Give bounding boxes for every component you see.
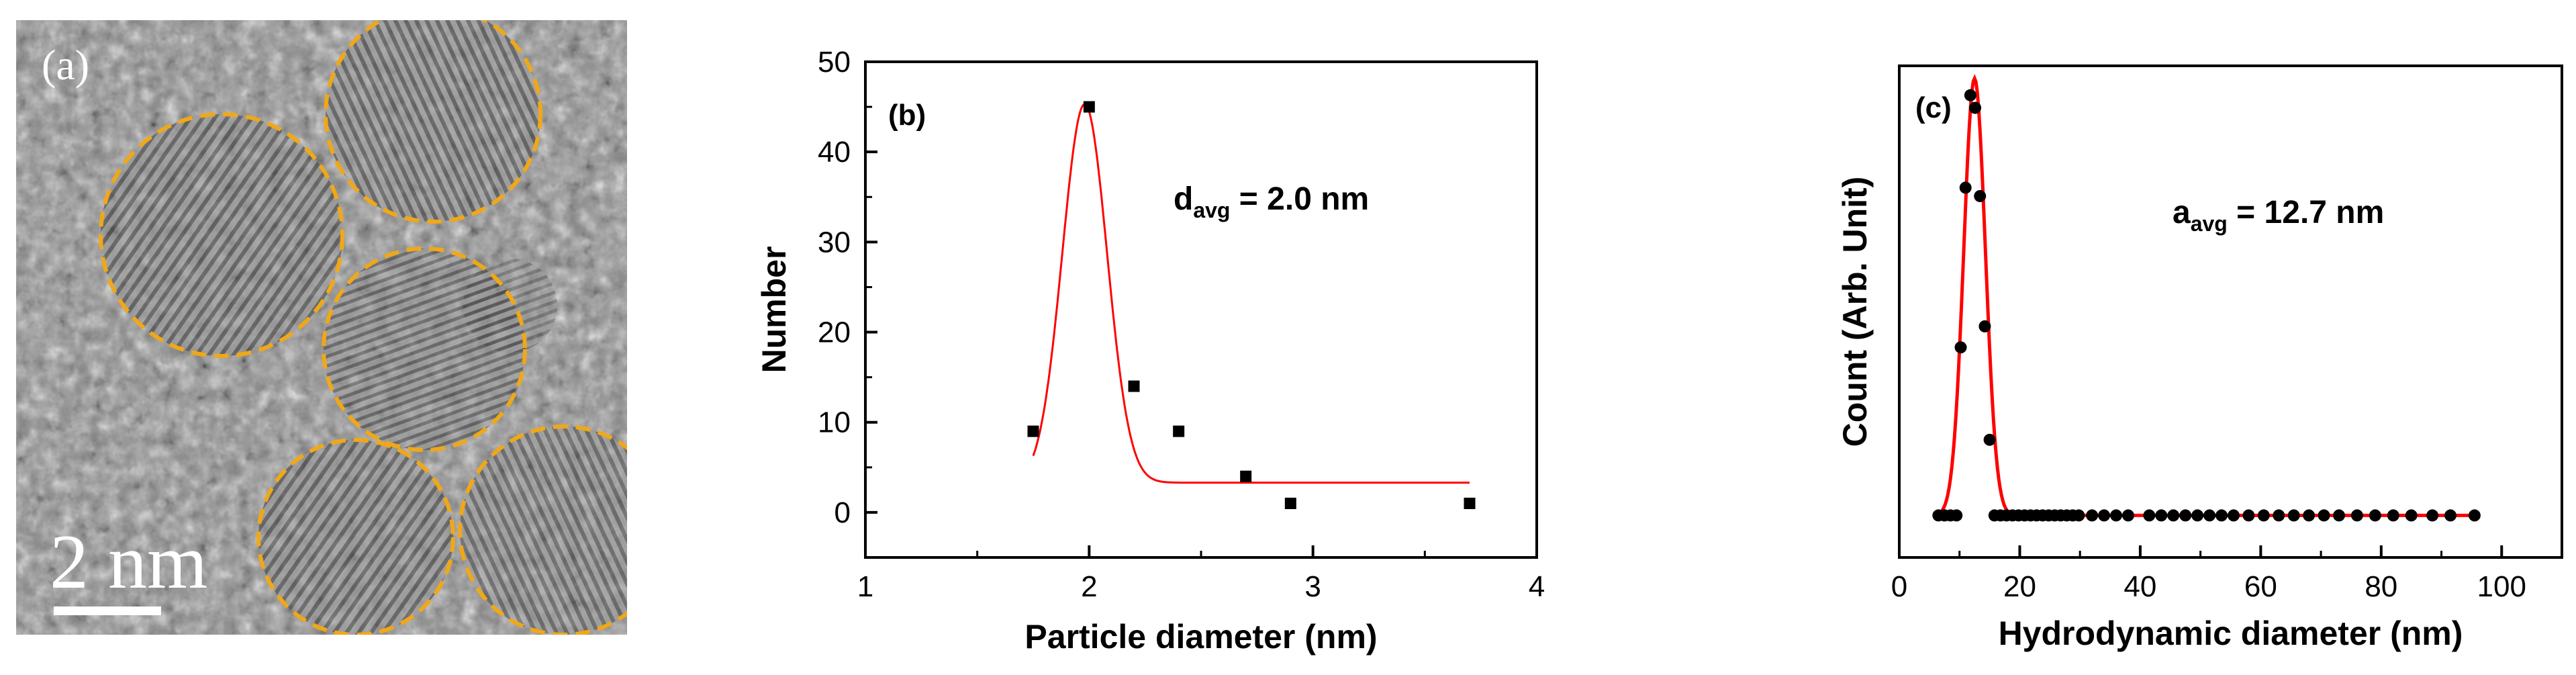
data-point: [2215, 509, 2228, 522]
data-point: [2318, 509, 2330, 522]
y-tick-label: 0: [834, 496, 851, 529]
particle-outline: [99, 112, 344, 358]
data-point: [2227, 509, 2240, 522]
tick-marks-b: [864, 60, 1538, 557]
data-point: [1954, 341, 1967, 354]
d-avg-annotation: davg = 2.0 nm: [1174, 181, 1369, 222]
data-point: [2405, 509, 2418, 522]
annotation-symbol: d: [1174, 181, 1193, 217]
data-point: [2203, 509, 2216, 522]
data-points-c: [1932, 89, 2481, 522]
y-tick-label: 40: [818, 136, 851, 169]
data-point: [1240, 470, 1252, 482]
x-axis-title-c: Hydrodynamic diameter (nm): [1999, 615, 2463, 652]
scale-bar-label: 2 nm: [50, 519, 207, 605]
scale-bar: [54, 606, 161, 615]
data-point: [2086, 509, 2099, 522]
data-point: [2121, 509, 2134, 522]
panel-c-label: (c): [1915, 91, 1952, 124]
particle-outline: [324, 20, 542, 224]
x-tick-label: 4: [1529, 570, 1545, 603]
data-point: [1978, 320, 1991, 332]
x-tick-label: 100: [2477, 570, 2526, 603]
data-point: [2143, 509, 2156, 522]
data-point: [2257, 509, 2270, 522]
data-point: [1027, 425, 1039, 437]
panel-a-label: (a): [42, 41, 89, 89]
annotation-subscript: avg: [2191, 212, 2228, 236]
particle-fringes: [326, 20, 540, 222]
data-point: [2072, 509, 2085, 522]
data-point: [1950, 509, 1963, 522]
y-tick-label: 20: [818, 316, 851, 349]
data-point: [1969, 101, 1982, 114]
data-point: [2098, 509, 2111, 522]
annotation-value: = 12.7 nm: [2228, 195, 2384, 230]
panel-b-label: (b): [888, 99, 926, 132]
x-tick-label: 0: [1891, 570, 1907, 603]
gaussian-fit-curve-c: [1938, 74, 2475, 517]
x-tick-label: 3: [1304, 570, 1321, 603]
data-point: [2303, 509, 2316, 522]
data-point: [1284, 497, 1296, 509]
y-axis-title-c: Count (Arb. Unit): [1836, 177, 1874, 447]
x-tick-label: 60: [2244, 570, 2277, 603]
data-point: [2242, 509, 2255, 522]
data-point: [2333, 509, 2346, 522]
data-point: [2369, 509, 2381, 522]
particle-fringes: [463, 259, 557, 353]
annotation-value: = 2.0 nm: [1230, 181, 1369, 217]
data-point: [1964, 89, 1976, 101]
tem-image-panel: (a) 2 nm: [16, 20, 627, 635]
data-point: [2387, 509, 2399, 522]
particle-outline: [322, 246, 527, 452]
particle-fringes: [101, 114, 342, 356]
data-point: [2287, 509, 2300, 522]
dls-chart-c: 0 20 40 60 80 100 Hydrodynamic diameter (nm) …: [1836, 64, 2563, 652]
x-tick-label: 2: [1081, 570, 1097, 603]
data-point: [1464, 497, 1476, 509]
data-point: [2110, 509, 2123, 522]
x-tick-label: 20: [2003, 570, 2036, 603]
gaussian-fit-curve-b: [1032, 103, 1470, 484]
data-point: [2350, 509, 2363, 522]
x-tick-label: 40: [2124, 570, 2156, 603]
y-tick-label: 30: [818, 226, 851, 259]
data-point: [1128, 380, 1140, 392]
data-point: [1959, 181, 1972, 194]
data-point: [2191, 509, 2204, 522]
tick-labels-c: 0 20 40 60 80 100: [1891, 570, 2526, 603]
plot-frame-c: [1898, 64, 2563, 559]
data-point: [2468, 509, 2481, 522]
data-point: [2273, 509, 2285, 522]
data-point: [2444, 509, 2457, 522]
data-point: [1983, 433, 1996, 446]
data-point: [1173, 425, 1185, 437]
particle-outline: [256, 438, 455, 635]
annotation-subscript: avg: [1193, 198, 1230, 222]
data-point: [2179, 509, 2192, 522]
y-axis-title-b: Number: [755, 246, 793, 373]
data-point: [2167, 509, 2180, 522]
a-avg-annotation: aavg = 12.7 nm: [2173, 195, 2384, 236]
x-tick-label: 80: [2365, 570, 2397, 603]
tick-marks-c: [1898, 545, 2563, 557]
particle-fringes: [460, 426, 627, 635]
y-tick-label: 10: [818, 406, 851, 439]
annotation-symbol: a: [2173, 195, 2191, 230]
data-point: [1974, 189, 1987, 202]
particle-outline: [458, 424, 627, 635]
data-point: [1083, 101, 1095, 113]
y-tick-label: 50: [818, 46, 851, 79]
data-point: [2426, 509, 2439, 522]
x-tick-label: 1: [857, 570, 873, 603]
x-axis-title-b: Particle diameter (nm): [1024, 618, 1377, 656]
particle-fringes: [258, 440, 453, 635]
data-point: [2155, 509, 2168, 522]
data-points-b: [1027, 101, 1476, 509]
